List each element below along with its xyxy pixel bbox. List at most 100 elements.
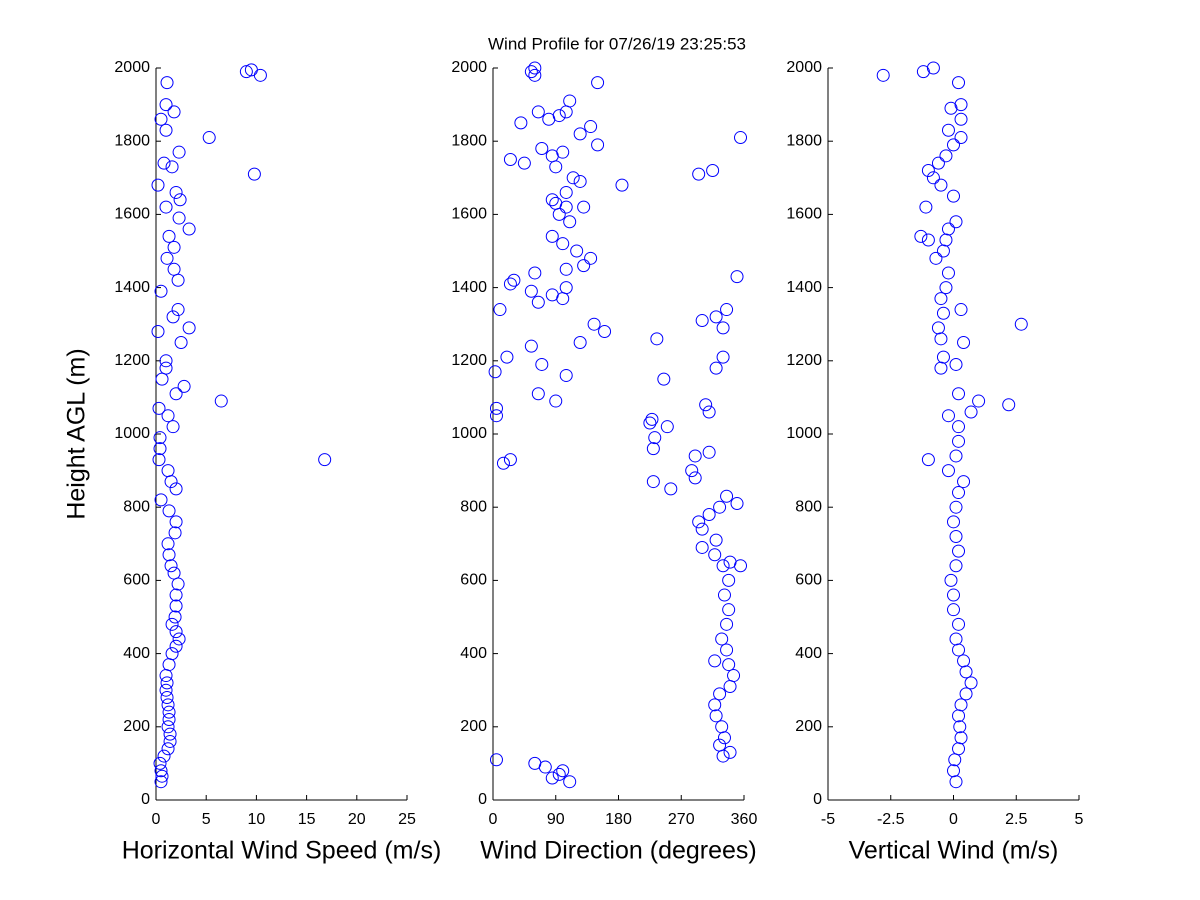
data-point <box>559 262 573 276</box>
data-point <box>159 123 173 137</box>
y-tick-label: 1800 <box>114 132 150 149</box>
data-point <box>563 775 577 789</box>
data-point <box>514 116 528 130</box>
data-point <box>168 610 182 624</box>
data-point <box>695 540 709 554</box>
data-point <box>952 544 966 558</box>
data-point <box>936 350 950 364</box>
y-tick-label: 2000 <box>114 59 150 76</box>
data-point <box>648 431 662 445</box>
data-point <box>169 639 183 653</box>
data-point <box>952 434 966 448</box>
data-point <box>159 669 173 683</box>
data-point <box>947 515 960 529</box>
y-tick-label: 1600 <box>786 206 822 223</box>
data-point <box>944 573 958 587</box>
data-point <box>160 251 174 265</box>
data-point <box>573 174 587 188</box>
data-point <box>959 687 973 701</box>
data-point <box>949 775 963 789</box>
data-point <box>545 193 559 207</box>
data-point <box>239 65 253 79</box>
data-point <box>949 449 963 463</box>
data-point <box>549 196 563 210</box>
data-point <box>535 142 549 156</box>
data-point <box>172 145 186 159</box>
data-point <box>941 464 955 478</box>
data-point <box>162 548 176 562</box>
data-point <box>161 720 175 734</box>
data-point <box>577 259 591 273</box>
data-point <box>171 577 185 591</box>
data-point <box>559 105 573 119</box>
y-tick-label: 2000 <box>786 59 822 76</box>
data-point <box>716 321 730 335</box>
y-tick-label: 1000 <box>114 425 150 442</box>
data-point <box>563 94 577 108</box>
x-tick-label: 25 <box>398 811 416 828</box>
data-point <box>692 515 706 529</box>
y-tick-label: 400 <box>123 645 150 662</box>
data-point <box>517 156 531 170</box>
data-point <box>952 709 966 723</box>
data-point <box>161 409 175 423</box>
data-point <box>169 185 183 199</box>
data-point <box>173 193 187 207</box>
x-tick-label: 20 <box>348 811 366 828</box>
data-point <box>949 632 963 646</box>
data-point <box>172 632 186 646</box>
data-point <box>926 61 940 75</box>
y-tick-label: 0 <box>813 791 822 808</box>
data-point <box>163 734 177 748</box>
data-point <box>556 145 570 159</box>
data-point <box>584 120 598 134</box>
data-point <box>720 617 734 631</box>
data-point <box>949 500 963 514</box>
data-point <box>162 658 176 672</box>
data-point <box>941 409 955 423</box>
data-point <box>153 431 167 445</box>
data-point <box>685 464 699 478</box>
data-point <box>936 306 950 320</box>
data-point <box>643 416 657 430</box>
data-point <box>692 167 706 181</box>
data-point <box>715 720 729 734</box>
data-point <box>952 420 966 434</box>
data-point <box>730 270 744 284</box>
data-point <box>154 775 168 789</box>
data-point <box>524 339 538 353</box>
data-point <box>708 548 722 562</box>
data-point <box>166 420 180 434</box>
data-point <box>972 394 986 408</box>
data-point <box>162 504 176 518</box>
data-point <box>496 456 510 470</box>
data-point <box>545 771 559 785</box>
data-point <box>702 405 716 419</box>
x-tick-label: 5 <box>1075 811 1084 828</box>
y-tick-label: 600 <box>123 572 150 589</box>
data-point <box>949 559 963 573</box>
data-point <box>577 200 591 214</box>
data-point <box>646 475 660 489</box>
data-point <box>167 240 181 254</box>
data-point <box>549 160 563 174</box>
data-point <box>650 332 664 346</box>
x-axis-label: Vertical Wind (m/s) <box>849 837 1059 865</box>
data-point <box>916 65 930 79</box>
y-tick-label: 400 <box>795 645 822 662</box>
data-point <box>720 489 734 503</box>
y-tick-label: 800 <box>123 498 150 515</box>
x-tick-label: 180 <box>605 811 632 828</box>
data-point <box>162 229 176 243</box>
data-point <box>947 138 960 152</box>
data-point <box>952 643 966 657</box>
data-point <box>154 284 168 298</box>
x-tick-label: -2.5 <box>877 811 905 828</box>
data-point <box>919 200 933 214</box>
data-point <box>713 738 727 752</box>
data-point <box>556 292 570 306</box>
data-point <box>172 211 186 225</box>
y-tick-label: 200 <box>123 718 150 735</box>
data-point <box>167 262 181 276</box>
data-point <box>929 251 943 265</box>
